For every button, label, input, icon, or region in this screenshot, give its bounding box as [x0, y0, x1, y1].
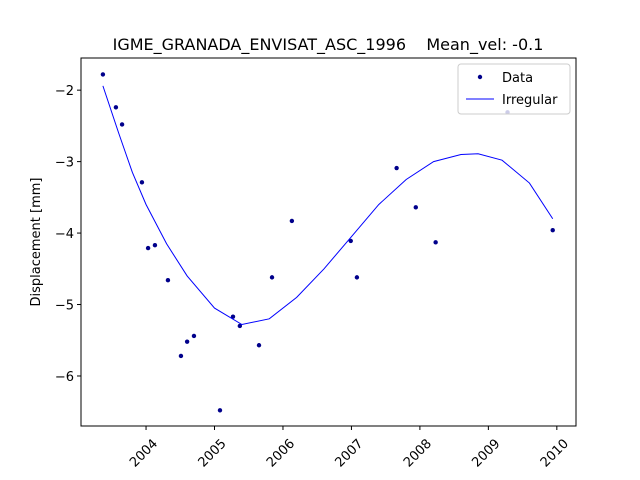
- trend-line: [102, 85, 554, 326]
- x-tick-label: 2007: [332, 436, 366, 470]
- y-axis-label: Displacement [mm]: [29, 178, 44, 307]
- x-tick-label: 2010: [538, 436, 572, 470]
- data-point: [165, 278, 171, 283]
- data-point: [354, 275, 360, 280]
- x-tick-label: 2009: [469, 436, 503, 470]
- data-point: [100, 72, 106, 77]
- data-point: [256, 343, 262, 348]
- data-point: [119, 122, 125, 127]
- plot-frame: [80, 57, 577, 427]
- y-tick-label: −2: [55, 84, 74, 99]
- x-tick-label: 2005: [196, 436, 230, 470]
- legend: Data Irregular: [457, 63, 571, 115]
- y-tick-label: −4: [55, 227, 74, 242]
- y-tick-label: −5: [55, 299, 74, 314]
- data-point: [217, 408, 223, 413]
- legend-box: [457, 63, 571, 115]
- data-point: [145, 245, 151, 251]
- data-point: [289, 218, 295, 224]
- y-tick-label: −3: [55, 156, 74, 171]
- data-point: [113, 105, 119, 110]
- legend-swatch: [477, 74, 483, 80]
- data-point: [433, 240, 438, 245]
- data-point: [191, 333, 197, 339]
- data-point: [413, 205, 418, 210]
- x-tick-label: 2006: [264, 436, 298, 470]
- x-tick-label: 2008: [401, 436, 435, 470]
- data-point: [348, 238, 353, 244]
- chart-title: IGME_GRANADA_ENVISAT_ASC_1996 Mean_vel: …: [113, 35, 544, 55]
- x-tick-label: 2004: [127, 436, 161, 470]
- data-point: [152, 243, 158, 248]
- y-tick-label: −6: [55, 370, 74, 385]
- data-point: [269, 275, 275, 280]
- data-point: [394, 165, 399, 171]
- data-point: [139, 180, 145, 185]
- data-point: [550, 228, 555, 233]
- legend-label: Data: [502, 71, 533, 86]
- data-point: [237, 323, 243, 329]
- legend-label: Irregular: [502, 93, 558, 108]
- data-point: [230, 314, 236, 319]
- data-point: [184, 339, 190, 344]
- data-point: [178, 353, 184, 359]
